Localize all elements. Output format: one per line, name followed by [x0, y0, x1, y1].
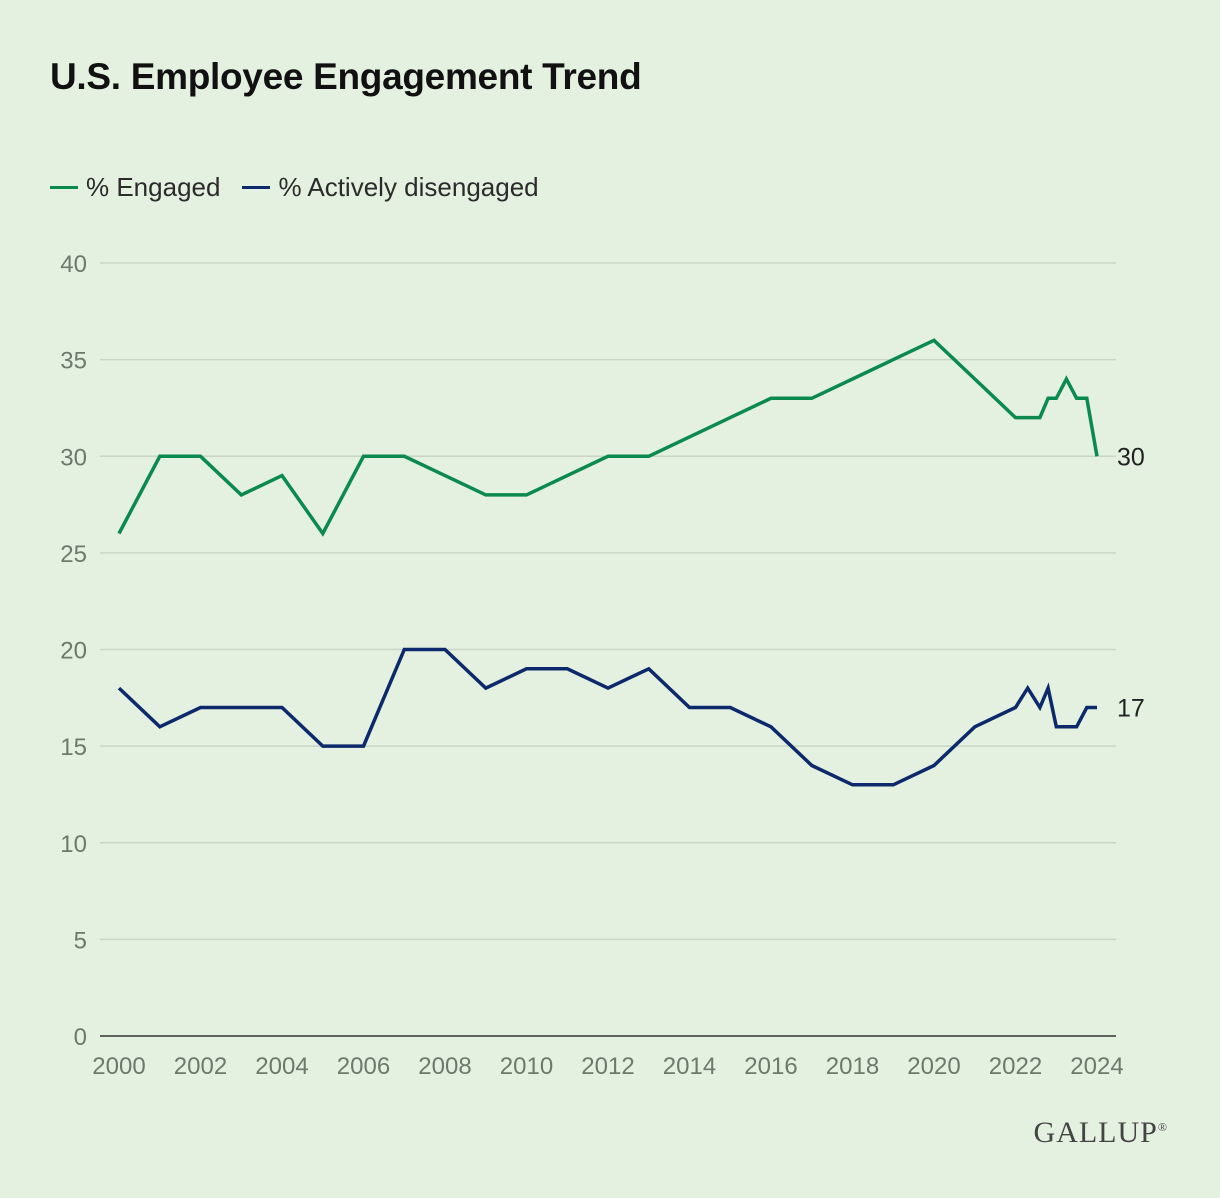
x-tick-label: 2006 [337, 1053, 390, 1080]
x-tick-label: 2024 [1070, 1053, 1123, 1080]
y-tick-label: 25 [60, 541, 87, 568]
y-tick-label: 10 [60, 831, 87, 858]
x-tick-label: 2020 [907, 1053, 960, 1080]
y-tick-label: 15 [60, 734, 87, 761]
x-tick-label: 2014 [663, 1053, 716, 1080]
y-tick-label: 0 [74, 1024, 87, 1051]
legend-swatch-disengaged [242, 186, 271, 189]
y-tick-label: 30 [60, 444, 87, 471]
y-tick-label: 40 [60, 251, 87, 278]
legend-label-disengaged: % Actively disengaged [278, 172, 539, 202]
series-line-engaged [117, 338, 1099, 537]
x-tick-label: 2002 [174, 1053, 227, 1080]
x-tick-label: 2010 [500, 1053, 553, 1080]
y-tick-label: 35 [60, 348, 87, 375]
end-label: 30 [1117, 443, 1145, 471]
x-tick-label: 2004 [255, 1053, 308, 1080]
legend-item-disengaged: % Actively disengaged [242, 172, 539, 203]
x-tick-label: 2016 [744, 1053, 797, 1080]
gallup-logo: GALLUP® [1033, 1116, 1168, 1149]
legend-label-engaged: % Engaged [86, 172, 221, 202]
legend-swatch-engaged [50, 186, 78, 189]
legend: % Engaged % Actively disengaged [50, 172, 539, 203]
x-tick-label: 2008 [418, 1053, 471, 1080]
series-line-disengaged [117, 647, 1097, 787]
x-tick-label: 2018 [826, 1053, 879, 1080]
x-tick-label: 2000 [92, 1053, 145, 1080]
y-tick-label: 5 [74, 927, 87, 954]
x-tick-label: 2012 [581, 1053, 634, 1080]
end-label: 17 [1117, 694, 1145, 722]
chart-title: U.S. Employee Engagement Trend [50, 56, 642, 97]
x-tick-label: 2022 [989, 1053, 1042, 1080]
y-tick-label: 20 [60, 638, 87, 665]
legend-item-engaged: % Engaged [50, 172, 220, 203]
